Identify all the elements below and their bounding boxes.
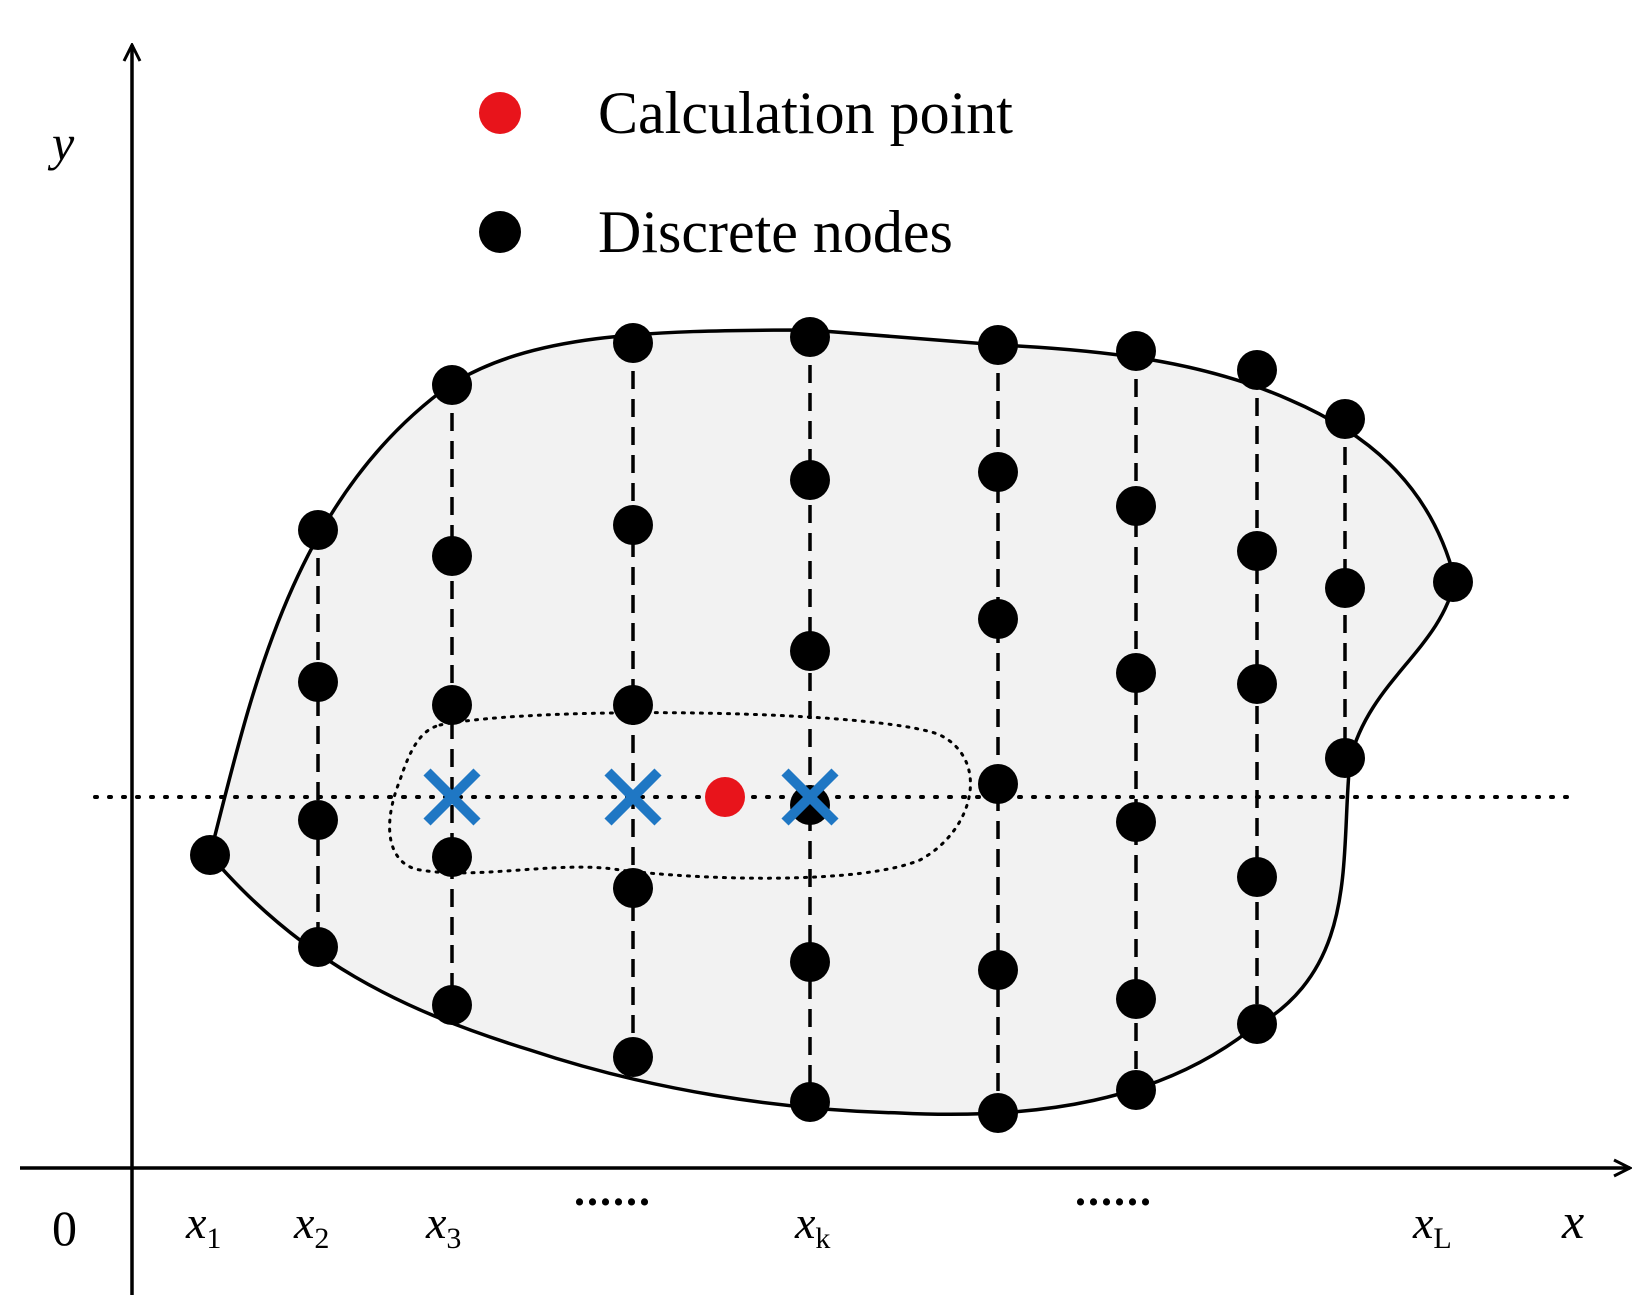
tick-label-x3: x3 <box>425 1197 461 1255</box>
discrete-node <box>613 505 653 545</box>
legend-calculation-point-label: Calculation point <box>598 80 1013 146</box>
discrete-node <box>432 985 472 1025</box>
discrete-node <box>190 835 230 875</box>
discrete-node <box>1325 399 1365 439</box>
discrete-node <box>790 942 830 982</box>
discrete-node <box>790 785 830 825</box>
discrete-node <box>790 460 830 500</box>
interpolated-point-cross <box>604 768 662 826</box>
calculation-point <box>705 777 745 817</box>
discrete-node <box>1237 664 1277 704</box>
discrete-node <box>613 685 653 725</box>
discrete-node <box>1116 802 1156 842</box>
legend-discrete-node-marker <box>479 211 521 253</box>
tick-label-xL: xL <box>1412 1197 1452 1255</box>
discrete-node <box>298 927 338 967</box>
discrete-node <box>790 1082 830 1122</box>
interpolated-point-cross <box>423 768 481 826</box>
tick-label-xk: xk <box>794 1197 830 1255</box>
interpolated-points <box>423 768 839 826</box>
origin-label: 0 <box>52 1200 77 1256</box>
y-axis-label: y <box>47 115 75 171</box>
discrete-node <box>1237 350 1277 390</box>
local-support-domain <box>388 711 972 880</box>
discrete-node <box>432 837 472 877</box>
discrete-node <box>298 800 338 840</box>
x-axis-label: x <box>1561 1193 1584 1249</box>
legend-calculation-point-marker <box>479 92 521 134</box>
ellipsis-right: ...... <box>1075 1166 1153 1215</box>
discrete-node <box>1116 486 1156 526</box>
discrete-node <box>432 685 472 725</box>
discrete-node <box>1433 562 1473 602</box>
discrete-node <box>432 365 472 405</box>
discrete-node <box>790 317 830 357</box>
tick-label-x1: x1 <box>185 1197 221 1255</box>
discrete-node <box>978 950 1018 990</box>
discrete-node <box>1237 1004 1277 1044</box>
discrete-node <box>1237 857 1277 897</box>
discrete-node <box>978 1093 1018 1133</box>
discrete-node <box>298 662 338 702</box>
discrete-node <box>978 599 1018 639</box>
domain-boundary <box>208 328 1457 1117</box>
legend: Calculation point Discrete nodes <box>479 80 1013 265</box>
discrete-nodes <box>190 317 1473 1133</box>
discrete-node <box>978 325 1018 365</box>
discrete-node <box>1116 331 1156 371</box>
ellipsis-left: ...... <box>574 1166 652 1215</box>
discrete-node <box>613 868 653 908</box>
tick-label-x2: x2 <box>293 1197 329 1255</box>
discrete-node <box>613 1037 653 1077</box>
discrete-node <box>790 631 830 671</box>
discrete-node <box>978 452 1018 492</box>
discrete-node <box>1116 979 1156 1019</box>
discrete-node <box>613 323 653 363</box>
discrete-node <box>432 536 472 576</box>
discrete-node <box>1116 653 1156 693</box>
discrete-node <box>298 510 338 550</box>
legend-discrete-nodes-label: Discrete nodes <box>598 199 953 265</box>
interpolated-point-cross <box>781 768 839 826</box>
discrete-node <box>1237 531 1277 571</box>
discrete-node <box>1325 738 1365 778</box>
discrete-node <box>1116 1070 1156 1110</box>
discrete-node <box>978 764 1018 804</box>
discrete-node <box>1325 568 1365 608</box>
